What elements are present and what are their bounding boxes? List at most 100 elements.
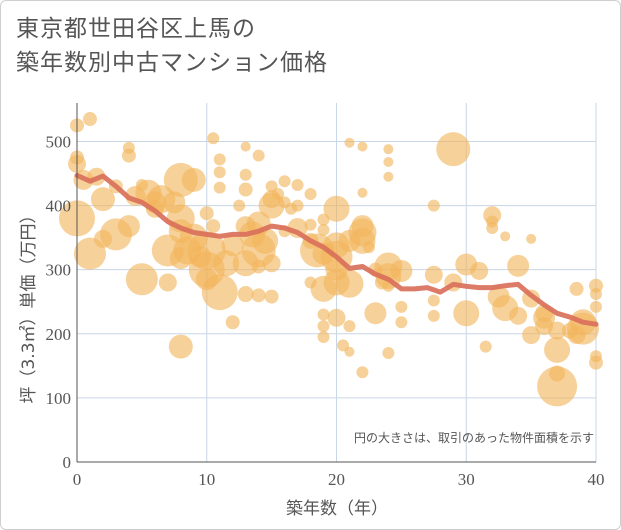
data-bubble: [427, 294, 440, 307]
data-bubble: [344, 346, 355, 357]
data-bubble: [291, 179, 304, 192]
data-bubble: [590, 288, 602, 301]
data-bubble: [500, 231, 511, 242]
title-line-1: 東京都世田谷区上馬の: [16, 16, 256, 42]
data-bubble: [327, 308, 346, 327]
data-bubble: [264, 289, 279, 304]
data-bubble: [90, 187, 115, 212]
data-bubble: [125, 263, 158, 296]
data-bubble: [238, 182, 253, 197]
data-bubble: [252, 227, 279, 254]
data-bubble: [427, 309, 440, 322]
data-bubble: [390, 259, 413, 282]
data-bubble: [544, 336, 571, 363]
data-bubble: [383, 171, 394, 182]
data-bubble: [181, 167, 206, 192]
chart-title: 東京都世田谷区上馬の 築年数別中古マンション価格: [16, 12, 328, 80]
data-bubble: [335, 269, 364, 298]
data-bubble: [383, 156, 394, 167]
data-bubble: [272, 188, 285, 201]
data-bubble: [225, 315, 240, 330]
data-bubble: [239, 168, 252, 181]
data-bubble: [206, 219, 221, 234]
y-axis-title: 坪（3.3㎡）単価（万円）: [19, 206, 39, 403]
data-bubble: [537, 366, 578, 407]
data-bubble: [304, 218, 317, 231]
data-bubble: [317, 320, 330, 333]
data-bubble: [317, 223, 330, 236]
data-bubble: [213, 153, 226, 166]
trend-line: [74, 172, 599, 327]
y-tick-label: 500: [46, 132, 72, 151]
x-tick-label: 40: [588, 470, 605, 489]
data-bubble: [82, 112, 97, 127]
data-bubble: [291, 199, 304, 212]
data-bubble: [427, 199, 440, 212]
y-tick-label: 300: [46, 261, 72, 280]
data-bubble: [199, 206, 214, 221]
bubble-layer: [59, 112, 603, 407]
data-bubble: [233, 199, 246, 212]
data-bubble: [213, 166, 226, 179]
data-bubble: [304, 188, 317, 201]
data-bubble: [486, 222, 499, 235]
data-bubble: [395, 316, 408, 329]
x-tick-label: 10: [198, 470, 215, 489]
data-bubble: [364, 302, 387, 325]
data-bubble: [323, 195, 350, 222]
data-bubble: [382, 347, 395, 360]
data-bubble: [357, 187, 368, 198]
data-bubble: [237, 286, 254, 303]
data-bubble: [213, 181, 226, 194]
data-bubble: [383, 144, 394, 155]
data-bubble: [117, 215, 140, 238]
data-bubble: [278, 175, 291, 188]
data-bubble: [251, 259, 266, 274]
data-bubble: [356, 366, 369, 379]
y-tick-label: 100: [46, 389, 72, 408]
data-bubble: [207, 132, 220, 145]
x-tick-label: 30: [458, 470, 475, 489]
data-bubble: [158, 273, 177, 292]
data-bubble: [343, 320, 356, 333]
data-bubble: [424, 265, 443, 284]
data-bubble: [479, 340, 492, 353]
y-tick-label: 400: [46, 197, 72, 216]
data-bubble: [362, 241, 375, 254]
x-axis-title: 築年数（年）: [286, 499, 388, 519]
data-bubble: [201, 274, 238, 311]
data-bubble: [526, 233, 537, 244]
data-bubble: [121, 148, 136, 163]
data-bubble: [509, 306, 528, 325]
data-bubble: [436, 132, 471, 167]
data-bubble: [213, 250, 240, 277]
size-note: 円の大きさは、取引のあった物件面積を示す: [354, 430, 594, 445]
data-bubble: [240, 141, 251, 152]
data-bubble: [395, 300, 408, 313]
data-bubble: [252, 149, 265, 162]
data-bubble: [344, 137, 355, 148]
data-bubble: [548, 321, 567, 340]
data-bubble: [317, 330, 330, 343]
data-bubble: [317, 308, 330, 321]
x-tick-label: 20: [328, 470, 345, 489]
data-bubble: [221, 234, 244, 257]
data-bubble: [507, 254, 530, 277]
data-bubble: [168, 334, 193, 359]
y-tick-label: 0: [63, 453, 72, 472]
data-bubble: [357, 141, 368, 152]
data-bubble: [590, 300, 602, 313]
y-tick-label: 200: [46, 325, 72, 344]
data-bubble: [453, 300, 480, 327]
data-bubble: [522, 326, 541, 345]
data-bubble: [589, 355, 603, 370]
data-bubble: [251, 288, 266, 303]
data-bubble: [470, 261, 489, 280]
x-tick-label: 0: [73, 470, 82, 489]
data-bubble: [569, 281, 584, 296]
title-line-2: 築年数別中古マンション価格: [16, 50, 328, 76]
axes: [76, 103, 596, 463]
data-bubble: [262, 254, 281, 273]
